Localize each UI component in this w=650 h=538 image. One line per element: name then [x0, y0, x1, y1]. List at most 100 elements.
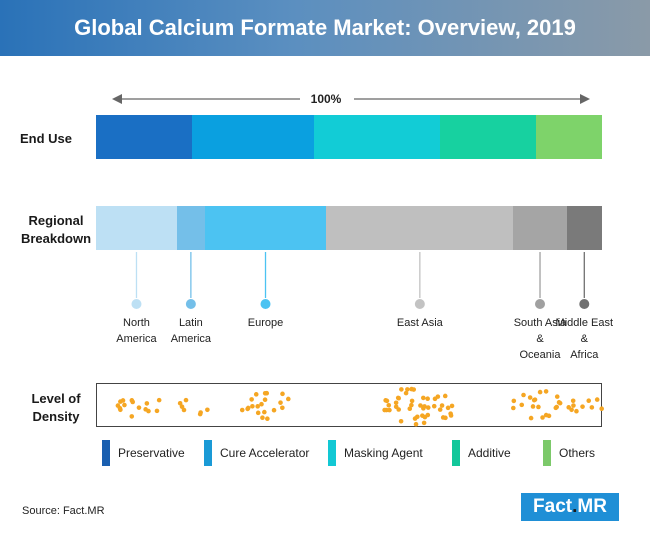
density-dot [239, 407, 245, 413]
density-dot [415, 414, 420, 420]
regional-segment-latin-america [176, 206, 205, 250]
density-dot [156, 397, 162, 403]
density-dot [511, 405, 516, 411]
density-dot [445, 405, 451, 411]
density-dot [420, 413, 425, 418]
legend-swatch [102, 440, 110, 466]
region-label-line: Europe [247, 317, 284, 329]
header-banner: Global Calcium Formate Market: Overview,… [0, 0, 650, 56]
density-dot [546, 413, 552, 419]
end-use-segment-cure-accelerator [192, 115, 314, 159]
density-dot [405, 387, 410, 392]
density-dot [532, 397, 538, 402]
density-dot [571, 403, 576, 408]
legend-item-preservative: Preservative [102, 440, 185, 466]
marker-middle-east-africa [579, 299, 590, 309]
density-dot [262, 397, 268, 402]
density-dot [431, 403, 437, 409]
density-dot [443, 415, 448, 421]
marker-europe [260, 299, 271, 309]
region-label-east-asia: East Asia [370, 315, 470, 331]
density-dot [435, 394, 441, 399]
density-dot [271, 407, 277, 413]
end-use-segment-additive [440, 115, 537, 159]
regional-segment-europe [204, 206, 327, 250]
density-dot [409, 398, 415, 404]
density-dot [530, 404, 536, 409]
density-dot [420, 395, 426, 401]
density-dot [521, 392, 526, 398]
density-dot [409, 402, 414, 408]
density-dot [386, 402, 392, 408]
end-use-segment-others [536, 115, 602, 159]
region-label-north-america: North America [86, 315, 186, 347]
density-dot [566, 405, 572, 410]
arrow-head-right-icon [580, 94, 590, 104]
legend-label: Preservative [118, 446, 185, 460]
density-dot [537, 389, 543, 395]
regional-label-line-2: Breakdown [20, 231, 92, 246]
density-dot [421, 420, 427, 426]
legend-label: Masking Agent [344, 446, 423, 460]
legend-item-additive: Additive [452, 440, 511, 466]
density-dot [511, 398, 517, 404]
region-label-middle-east-africa: Middle East & Africa [534, 315, 634, 363]
regional-bar [96, 206, 602, 250]
density-dot [403, 390, 409, 396]
density-dot [425, 396, 430, 402]
end-use-segment-preservative [96, 115, 193, 159]
density-dot [262, 409, 267, 415]
density-dot [262, 390, 268, 396]
density-dot [245, 405, 251, 411]
density-dot [280, 391, 285, 397]
density-dot [122, 402, 127, 408]
legend-swatch [543, 440, 551, 466]
density-dot [519, 402, 525, 408]
regional-label-line-1: Regional [28, 213, 84, 228]
density-dot [181, 407, 187, 413]
density-dot [129, 398, 135, 403]
density-dot [589, 405, 595, 410]
density-dot [556, 400, 562, 405]
density-dot [387, 407, 392, 413]
legend-label: Others [559, 446, 596, 460]
density-dot [398, 418, 404, 424]
density-dot [250, 404, 255, 409]
region-label-line: East Asia [396, 317, 443, 329]
density-dot [286, 396, 291, 402]
density-dot [255, 404, 260, 409]
logo-text-main: Fact [533, 496, 573, 517]
regional-segment-middle-east-africa [566, 206, 602, 250]
legend-swatch [204, 440, 212, 466]
density-dot [265, 416, 270, 422]
marker-east-asia [414, 299, 425, 309]
density-dot [183, 397, 189, 403]
density-dot [255, 410, 261, 416]
regional-segment-east-asia [326, 206, 514, 250]
legend-item-others: Others [543, 440, 595, 466]
density-dots [115, 386, 604, 427]
density-dot [154, 408, 160, 414]
density-dot [599, 406, 604, 412]
legend-swatch [328, 440, 336, 466]
regional-breakdown-label: Regional Breakdown [18, 212, 94, 248]
regional-segment-south-asia-oceania [513, 206, 567, 250]
density-dot [437, 407, 443, 412]
region-label-line: South Asia [513, 317, 567, 329]
density-dot [259, 401, 264, 407]
region-label-line: Oceania [519, 349, 561, 361]
density-dot [144, 401, 150, 406]
factmr-logo: Fact.MR [521, 493, 619, 521]
end-use-label: End Use [20, 131, 73, 146]
density-dot [594, 397, 600, 402]
density-dot [536, 404, 541, 410]
marker-north-america [131, 299, 142, 309]
density-dot [383, 398, 388, 403]
end-use-segment-masking-agent [313, 115, 441, 159]
density-dot [586, 398, 592, 404]
density-dot [442, 393, 448, 399]
density-dot [543, 389, 549, 394]
legend-label: Additive [468, 446, 511, 460]
density-dot [570, 398, 576, 404]
density-dot [449, 403, 455, 409]
